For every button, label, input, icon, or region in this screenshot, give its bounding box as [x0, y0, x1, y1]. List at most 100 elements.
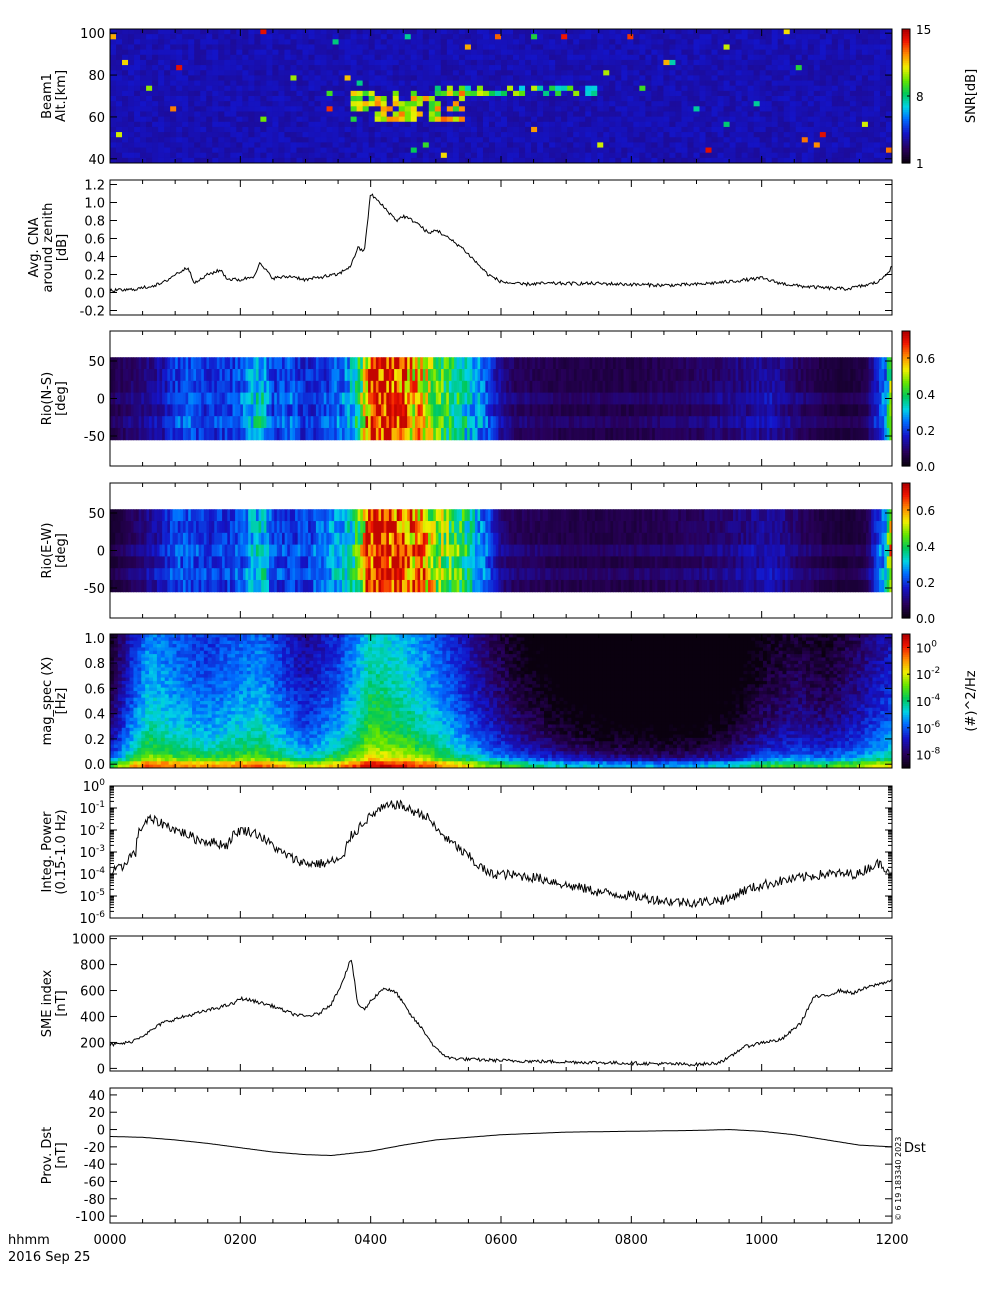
cna-ylabel: around zenith	[41, 203, 56, 293]
snr-cell	[567, 90, 574, 97]
rio-ns-cell	[269, 392, 273, 405]
snr-cell	[494, 111, 502, 118]
snr-cell	[356, 147, 364, 154]
rio-ns-cell	[529, 427, 533, 441]
snr-cell	[555, 39, 562, 45]
rio-ns-cell	[248, 380, 252, 394]
snr-cell	[717, 34, 725, 40]
snr-cell	[729, 75, 737, 82]
rio-ns-cell	[284, 404, 288, 417]
rio-ns-cell	[321, 357, 325, 370]
snr-cell	[507, 111, 514, 118]
snr-cell	[434, 116, 442, 123]
snr-cell	[699, 49, 707, 56]
snr-cell	[837, 29, 845, 35]
snr-cell	[326, 116, 334, 123]
snr-cell	[470, 75, 478, 82]
snr-cell	[843, 121, 851, 128]
snr-cell	[723, 44, 731, 51]
snr-cell	[741, 111, 749, 118]
snr-cell	[651, 106, 658, 112]
snr-cell	[579, 29, 586, 35]
snr-cell	[801, 65, 809, 71]
rio-ns-cell	[388, 416, 393, 429]
snr-cell	[729, 54, 737, 61]
rio-ns-cell	[349, 380, 353, 394]
snr-cell	[831, 49, 839, 56]
snr-cell	[633, 132, 640, 138]
snr-cell	[705, 142, 713, 149]
rio-ns-cell	[310, 416, 314, 429]
snr-cell	[537, 70, 544, 76]
snr-cell	[807, 34, 815, 40]
rio-ns-cell	[631, 380, 635, 394]
rio-ns-cell	[141, 392, 145, 405]
snr-cell	[386, 85, 394, 92]
snr-cell	[398, 147, 406, 154]
snr-cell	[531, 59, 538, 66]
rio-ns-cell	[156, 380, 161, 394]
snr-cell	[284, 96, 291, 102]
snr-cell	[561, 137, 568, 143]
snr-cell	[813, 106, 821, 112]
snr-cell	[519, 49, 526, 56]
rio-ns-cell	[446, 416, 450, 429]
rio-ns-cell	[355, 357, 359, 370]
rio-ns-cell	[169, 427, 174, 441]
rio-ns-cell	[123, 369, 127, 382]
snr-cell	[879, 96, 887, 102]
snr-cell	[651, 49, 658, 56]
rio-ns-cell	[472, 369, 476, 382]
rio-ns-cell	[383, 427, 387, 441]
snr-cell	[639, 101, 646, 107]
rio-ns-cell	[425, 427, 429, 441]
snr-cell	[140, 152, 147, 159]
rio-ns-cell	[459, 357, 463, 370]
snr-cell	[705, 116, 713, 123]
rio-ns-cell	[237, 369, 241, 382]
snr-cell	[344, 126, 352, 133]
snr-cell	[284, 70, 291, 76]
snr-cell	[158, 80, 165, 87]
snr-cell	[561, 147, 568, 154]
rio-ns-cell	[428, 404, 432, 417]
snr-cell	[302, 116, 310, 123]
snr-cell	[873, 106, 881, 112]
snr-cell	[537, 152, 544, 159]
snr-cell	[182, 85, 189, 92]
snr-cell	[645, 106, 652, 112]
rio-ns-cell	[576, 369, 580, 382]
snr-cell	[885, 54, 893, 61]
snr-cell	[128, 44, 135, 51]
snr-cell	[236, 80, 243, 87]
rio-ns-cell	[287, 404, 291, 417]
rio-ns-cell	[271, 380, 275, 394]
snr-cell	[398, 121, 406, 128]
snr-cell	[795, 59, 803, 66]
rio-ns-cell	[182, 369, 187, 382]
snr-cell	[573, 75, 580, 82]
snr-cell	[675, 96, 682, 102]
snr-cell	[470, 49, 478, 56]
snr-cell	[296, 80, 303, 87]
snr-colorbar-cell	[902, 109, 910, 113]
snr-cell	[434, 39, 442, 45]
snr-cell	[170, 90, 177, 97]
snr-cell	[494, 44, 502, 51]
snr-cell	[440, 85, 448, 92]
rio-ns-cell	[331, 380, 335, 394]
snr-cell	[140, 101, 147, 107]
snr-cell	[639, 137, 646, 143]
rio-ns-cell	[587, 392, 591, 405]
rio-ns-cell	[261, 357, 265, 370]
snr-cell	[753, 121, 761, 128]
rio-ns-cell	[425, 392, 429, 405]
snr-cell	[699, 90, 707, 97]
snr-cell	[513, 39, 520, 45]
rio-ns-cell	[459, 404, 463, 417]
rio-ns-cell	[341, 427, 346, 441]
snr-ytick-label: 100	[80, 27, 105, 42]
rio-ns-cell	[487, 380, 492, 394]
rio-ns-cell	[573, 427, 578, 441]
snr-cell	[302, 44, 310, 51]
